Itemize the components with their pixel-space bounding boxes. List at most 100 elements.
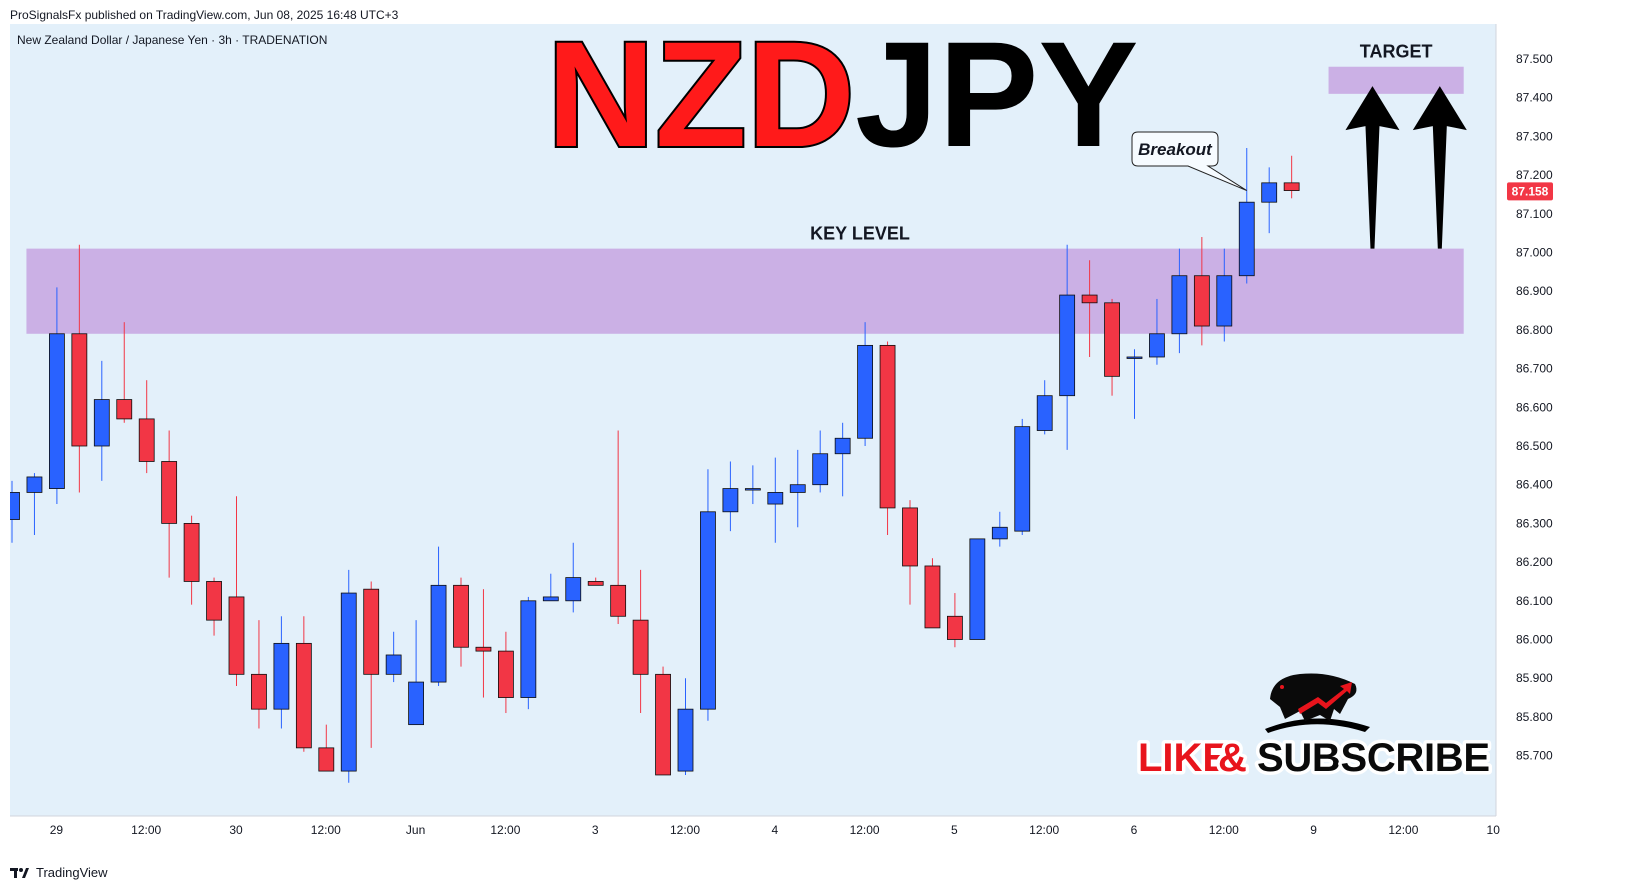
candle-body xyxy=(1193,275,1210,327)
y-tick-label: 85.900 xyxy=(1516,671,1553,685)
y-tick-label: 86.600 xyxy=(1516,400,1553,414)
candle xyxy=(138,380,155,474)
candle xyxy=(363,581,380,748)
candle xyxy=(1216,248,1233,342)
chart-area[interactable]: KEY LEVEL TARGET Breakout New Zealand Dol… xyxy=(10,24,1641,862)
candle xyxy=(812,430,829,493)
candle xyxy=(408,620,425,726)
candle-body xyxy=(1059,294,1076,397)
candle-body xyxy=(116,399,133,420)
candle xyxy=(1171,248,1188,354)
x-tick-label: 12:00 xyxy=(1029,823,1059,837)
candle xyxy=(789,449,806,528)
candle xyxy=(947,593,963,648)
price-chart[interactable]: KEY LEVEL TARGET Breakout New Zealand Dol… xyxy=(10,24,1641,862)
candle-body xyxy=(587,581,604,586)
candle-body xyxy=(1081,294,1098,304)
target-zone xyxy=(1328,66,1464,94)
candle xyxy=(722,461,739,532)
breakout-callout-label: Breakout xyxy=(1138,140,1213,159)
y-tick-label: 86.800 xyxy=(1516,323,1553,337)
chart-title: NZD JPY xyxy=(545,24,1139,180)
candle-body xyxy=(71,333,88,447)
candle xyxy=(565,542,582,613)
candle xyxy=(430,546,447,686)
candle-body xyxy=(991,526,1008,540)
time-axis-background xyxy=(10,816,1496,862)
candle-body xyxy=(340,592,357,772)
y-tick-label: 85.700 xyxy=(1516,749,1553,763)
candle xyxy=(1149,298,1165,365)
x-tick-label: 3 xyxy=(592,823,599,837)
candle-body xyxy=(879,344,896,509)
candle xyxy=(1014,418,1031,536)
candle xyxy=(700,469,716,721)
candle-body xyxy=(1238,201,1255,277)
candle xyxy=(1104,298,1120,396)
candle xyxy=(924,558,941,629)
candle-body xyxy=(789,484,806,493)
y-tick-label: 86.300 xyxy=(1516,516,1553,530)
candle xyxy=(1036,380,1053,435)
y-tick-label: 86.200 xyxy=(1516,555,1553,569)
candle xyxy=(542,573,559,602)
target-label: TARGET xyxy=(1360,42,1433,62)
candle-body xyxy=(430,584,447,683)
candle xyxy=(497,631,514,714)
y-tick-label: 86.700 xyxy=(1516,362,1553,376)
candle xyxy=(228,496,245,686)
y-tick-label: 87.200 xyxy=(1516,168,1553,182)
x-tick-label: 12:00 xyxy=(131,823,161,837)
candle-body xyxy=(655,673,671,776)
x-tick-label: 12:00 xyxy=(850,823,880,837)
candle xyxy=(1261,167,1278,234)
candle xyxy=(767,457,784,543)
candle-body xyxy=(947,615,963,640)
logo-ground xyxy=(1265,718,1370,733)
candle xyxy=(26,473,43,536)
candle xyxy=(677,678,694,775)
target-arrow-1 xyxy=(1345,86,1400,249)
candle-body xyxy=(722,488,739,513)
candle-body xyxy=(767,492,784,505)
tradingview-logo-icon xyxy=(10,867,29,878)
x-tick-label: 12:00 xyxy=(1209,823,1239,837)
x-tick-label: 12:00 xyxy=(670,823,700,837)
candle xyxy=(295,616,312,752)
key-level-label: KEY LEVEL xyxy=(810,224,910,244)
title-nzd: NZD xyxy=(547,24,855,178)
x-tick-label: 12:00 xyxy=(1388,823,1418,837)
candle-body xyxy=(969,538,986,640)
candle-body xyxy=(93,399,110,447)
price-axis[interactable]: 87.500 87.400 87.300 87.200 87.100 87.000 86.9… xyxy=(1495,24,1553,816)
time-axis[interactable]: 29 12:00 30 12:00 Jun 12:00 3 12:00 4 12:00 5 12:00… xyxy=(10,815,1500,862)
candle xyxy=(1238,148,1255,284)
candle-body xyxy=(857,344,873,439)
candle-body xyxy=(1036,395,1053,431)
candle xyxy=(1081,260,1098,357)
x-tick-label: 30 xyxy=(229,823,243,837)
candle xyxy=(902,500,918,605)
x-tick-label: Jun xyxy=(406,823,425,837)
candle xyxy=(991,511,1008,547)
y-tick-label: 87.000 xyxy=(1516,246,1553,260)
footer: TradingView xyxy=(10,865,108,880)
y-tick-label: 86.900 xyxy=(1516,284,1553,298)
candle-body xyxy=(385,654,402,675)
breakout-callout-bubble xyxy=(1131,131,1248,192)
candle xyxy=(744,465,761,505)
candle xyxy=(183,515,200,605)
logo-rising-arrow xyxy=(1298,682,1352,714)
candle-body xyxy=(363,588,380,675)
like-subscribe-banner: LIKE& SUBSCRIBE xyxy=(1135,673,1494,784)
candles-layer xyxy=(10,148,1300,783)
candle xyxy=(251,620,267,729)
annotations-layer: Breakout xyxy=(1131,86,1467,249)
logo-beast xyxy=(1270,673,1357,721)
footer-brand: TradingView xyxy=(36,865,108,880)
y-tick-label: 86.100 xyxy=(1516,594,1553,608)
candle-body xyxy=(632,619,649,675)
candle-body xyxy=(610,584,627,617)
candle-body xyxy=(902,507,918,567)
candle-body xyxy=(1104,302,1120,377)
